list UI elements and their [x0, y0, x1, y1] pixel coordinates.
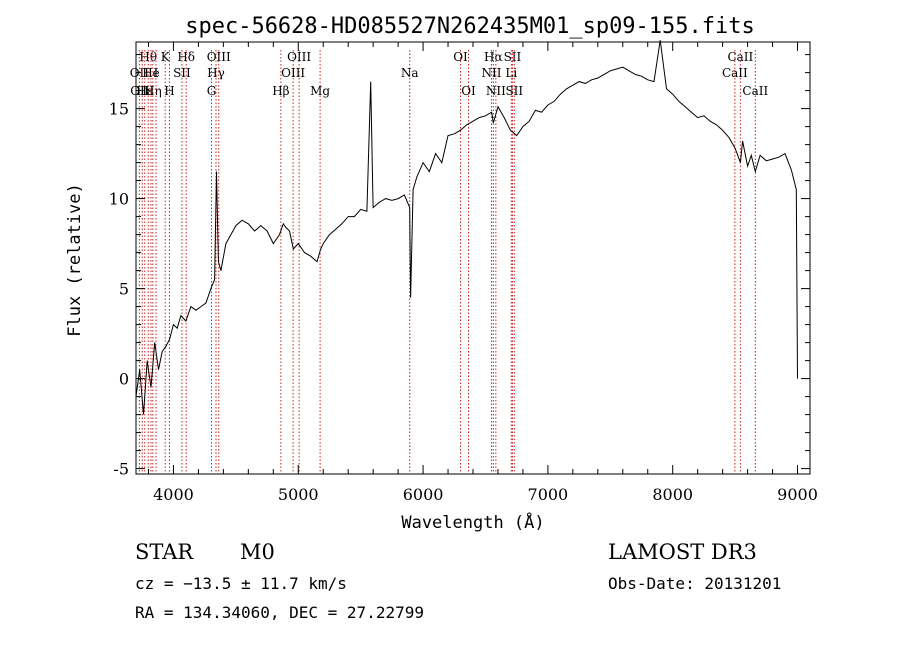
spectral-line-label: SII — [505, 84, 523, 98]
spectral-line-label: OIII — [207, 50, 231, 64]
x-tick-label: 9000 — [777, 485, 818, 504]
spectral-line-label: OI — [453, 50, 468, 64]
object-subclass: M0 — [240, 540, 275, 564]
y-tick-label: 5 — [119, 280, 129, 299]
x-tick-label: 4000 — [153, 485, 194, 504]
spectral-line-label: G — [207, 84, 217, 98]
spectral-line-label: Hβ — [272, 84, 289, 98]
x-tick-label: 7000 — [528, 485, 569, 504]
x-tick-label: 8000 — [652, 485, 693, 504]
spectral-line-label: SII — [504, 50, 522, 64]
x-axis-label: Wavelength (Å) — [401, 511, 544, 533]
spectral-line-label: Li — [505, 66, 517, 80]
spectral-line-label: CaII — [722, 66, 748, 80]
y-tick-label: 0 — [119, 370, 129, 389]
spectral-line-label: Hη — [144, 84, 162, 98]
ra-dec: RA = 134.34060, DEC = 27.22799 — [135, 603, 424, 622]
spectral-line-label: Hγ — [207, 66, 225, 80]
spectral-line-label: OI — [461, 84, 476, 98]
spectral-line-label: I — [154, 66, 159, 80]
object-class: STAR — [135, 540, 194, 564]
spectral-line-label: SII — [173, 66, 191, 80]
spectral-line-label: NII — [481, 66, 501, 80]
series-layer — [135, 40, 798, 415]
spectral-line-label: CaII — [727, 50, 753, 64]
y-tick-label: 10 — [109, 190, 129, 209]
spectral-line-label: Hε — [136, 84, 153, 98]
spectral-line-label: K — [161, 50, 171, 64]
y-tick-label: 15 — [109, 100, 129, 119]
spectral-line-label: OIII — [287, 50, 311, 64]
x-tick-label: 5000 — [278, 485, 319, 504]
observation-date: Obs-Date: 20131201 — [608, 574, 782, 593]
x-tick-label: 6000 — [403, 485, 444, 504]
spectral-line-label: CaII — [742, 84, 768, 98]
spectral-line-label: NII — [486, 84, 506, 98]
survey-name: LAMOST DR3 — [608, 540, 757, 564]
spectral-line-label: H — [164, 84, 174, 98]
axis-ticks: 4000 5000 6000 7000 8000 9000 -5 0 5 10 15 — [109, 42, 818, 504]
spectral-line-label: Hα — [484, 50, 503, 64]
plot-frame — [135, 41, 811, 475]
spectral-line-label: OIII — [281, 66, 305, 80]
spectral-line-label: Na — [401, 66, 419, 80]
y-axis-label: Flux (relative) — [65, 183, 85, 337]
spectral-line-label: Hδ — [177, 50, 195, 64]
y-tick-label: -5 — [113, 460, 129, 479]
spectral-line-label: He — [142, 66, 160, 80]
redshift-cz: cz = −13.5 ± 11.7 km/s — [135, 574, 347, 593]
chart-title: spec-56628-HD085527N262435M01_sp09-155.f… — [185, 14, 755, 39]
spectral-line-label: Mg — [310, 84, 330, 98]
spectrum-line — [135, 40, 798, 415]
